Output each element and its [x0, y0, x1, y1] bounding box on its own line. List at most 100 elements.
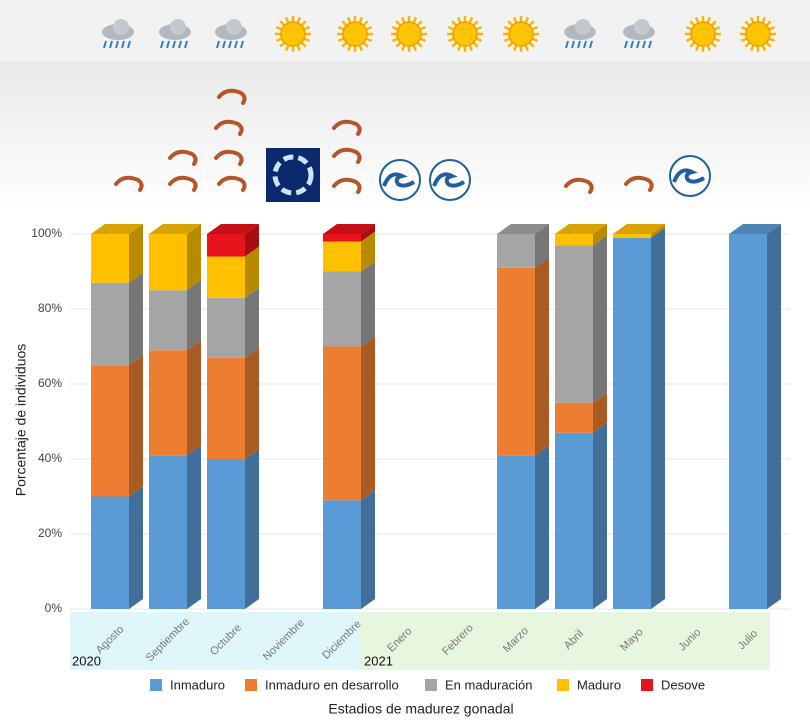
shrimp: [214, 119, 244, 136]
bar-segment: [207, 459, 245, 609]
legend-swatch: [425, 679, 437, 691]
bar-segment: [207, 297, 245, 358]
shrimp: [114, 175, 144, 192]
bar-side: [593, 392, 607, 433]
shrimp: [168, 149, 198, 166]
icon-backdrop: [0, 62, 810, 210]
bar-side: [535, 224, 549, 268]
bar-segment: [555, 432, 593, 609]
year-label: 2020: [72, 653, 101, 668]
bar-top: [207, 224, 259, 234]
wave: [382, 172, 416, 188]
shrimp: [217, 88, 247, 105]
sun: [508, 21, 534, 47]
icons: [102, 16, 776, 202]
shrimp: [332, 119, 362, 136]
rain-drop: [160, 40, 164, 49]
shrimp: [332, 177, 362, 194]
bar-side: [361, 224, 375, 242]
rain-drop: [172, 40, 176, 49]
wave-icon: [379, 159, 421, 201]
year-band-2021: [360, 612, 770, 670]
rain-drop: [184, 40, 188, 49]
bar-segment: [497, 234, 535, 268]
legend-label: En maduración: [445, 677, 532, 692]
bar-side: [245, 449, 259, 609]
rain-drop: [127, 40, 131, 49]
bar-segment: [323, 234, 361, 242]
bar-segment: [323, 346, 361, 501]
sun: [342, 21, 368, 47]
bar-side: [129, 355, 143, 497]
legend-label: Maduro: [577, 677, 621, 692]
rain-drop: [216, 40, 220, 49]
bar-side: [245, 224, 259, 257]
bar-side: [767, 224, 781, 609]
wave-icon: [669, 155, 711, 197]
bar-segment: [613, 234, 651, 238]
wave-icon: [429, 159, 471, 201]
y-tick-label: 80%: [38, 301, 62, 315]
bar-side: [245, 246, 259, 298]
bar-side: [187, 445, 201, 609]
rain-drop: [648, 40, 652, 49]
bar-segment: [323, 241, 361, 272]
year-band-2020: [70, 612, 360, 670]
sun: [690, 21, 716, 47]
shrimp: [332, 147, 362, 164]
bar-top: [149, 224, 201, 234]
bar-segment: [91, 496, 129, 609]
bar-side: [187, 280, 201, 351]
bar-side: [187, 224, 201, 291]
y-axis-title: Porcentaje de individuos: [13, 344, 29, 497]
cloud: [575, 19, 591, 35]
bar-top: [613, 224, 665, 234]
bar-side: [361, 231, 375, 272]
cloud: [226, 19, 242, 35]
bar-side: [361, 261, 375, 347]
rain-drop: [121, 40, 125, 49]
legend-swatch: [641, 679, 653, 691]
legend-label: Inmaduro: [170, 677, 225, 692]
hurricane-eye: [272, 154, 314, 196]
bar-segment: [555, 402, 593, 433]
rain-drop: [234, 40, 238, 49]
cloud: [634, 19, 650, 35]
bar-side: [361, 336, 375, 501]
rain-drop: [589, 40, 593, 49]
bar-side: [651, 224, 665, 238]
rain-drop: [630, 40, 634, 49]
bar-segment: [323, 271, 361, 347]
bar-side: [593, 235, 607, 403]
bar-side: [245, 287, 259, 358]
bar-top: [323, 224, 375, 234]
bar-segment: [91, 282, 129, 366]
y-tick-label: 0%: [45, 601, 63, 615]
sun: [396, 21, 422, 47]
cloud: [170, 19, 186, 35]
shrimp: [168, 175, 198, 192]
legend-swatch: [557, 679, 569, 691]
rain-drop: [583, 40, 587, 49]
bar-segment: [91, 365, 129, 497]
bar-segment: [613, 237, 651, 609]
legend-label: Desove: [661, 677, 705, 692]
bar-side: [535, 445, 549, 609]
rain-drop: [103, 40, 107, 49]
bar-segment: [207, 357, 245, 459]
rain-drop: [115, 40, 119, 49]
bar-side: [361, 490, 375, 609]
bar-top: [497, 224, 549, 234]
sun: [452, 21, 478, 47]
legend-swatch: [150, 679, 162, 691]
y-tick-label: 100%: [31, 226, 62, 240]
y-tick-label: 40%: [38, 451, 62, 465]
bar-side: [245, 347, 259, 459]
bar-segment: [555, 245, 593, 403]
shrimp: [564, 177, 594, 194]
rain-drop: [228, 40, 232, 49]
bar-side: [535, 257, 549, 456]
bar-segment: [555, 234, 593, 246]
bar-segment: [149, 290, 187, 351]
